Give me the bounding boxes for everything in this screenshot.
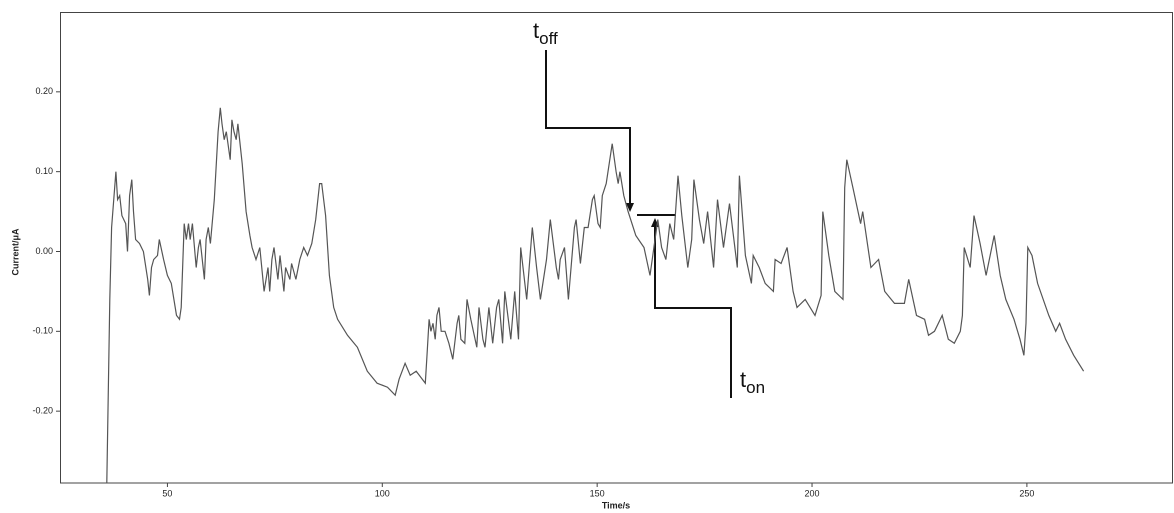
toff-sub: off bbox=[539, 29, 558, 48]
toff-label: toff bbox=[533, 18, 558, 49]
ton-sub: on bbox=[746, 378, 765, 397]
data-line bbox=[106, 107, 1085, 483]
ton-arrow bbox=[637, 214, 732, 398]
y-tick-label: -0.10 bbox=[32, 326, 53, 336]
x-tick-label: 200 bbox=[805, 488, 820, 498]
ton-t: t bbox=[740, 367, 746, 392]
x-tick-label: 250 bbox=[1019, 488, 1034, 498]
y-axis-label: Current/μA bbox=[10, 228, 20, 276]
y-tick-label: 0.20 bbox=[35, 86, 53, 96]
y-tick-label: -0.20 bbox=[32, 406, 53, 416]
toff-t: t bbox=[533, 18, 539, 43]
x-tick-label: 100 bbox=[375, 488, 390, 498]
y-tick-label: 0.00 bbox=[35, 246, 53, 256]
x-tick-label: 50 bbox=[162, 488, 172, 498]
x-axis-label: Time/s bbox=[602, 500, 630, 510]
toff-arrow bbox=[545, 50, 634, 212]
plot-frame bbox=[60, 12, 1173, 484]
ton-label: ton bbox=[740, 367, 765, 398]
x-tick-label: 150 bbox=[590, 488, 605, 498]
y-tick-label: 0.10 bbox=[35, 166, 53, 176]
